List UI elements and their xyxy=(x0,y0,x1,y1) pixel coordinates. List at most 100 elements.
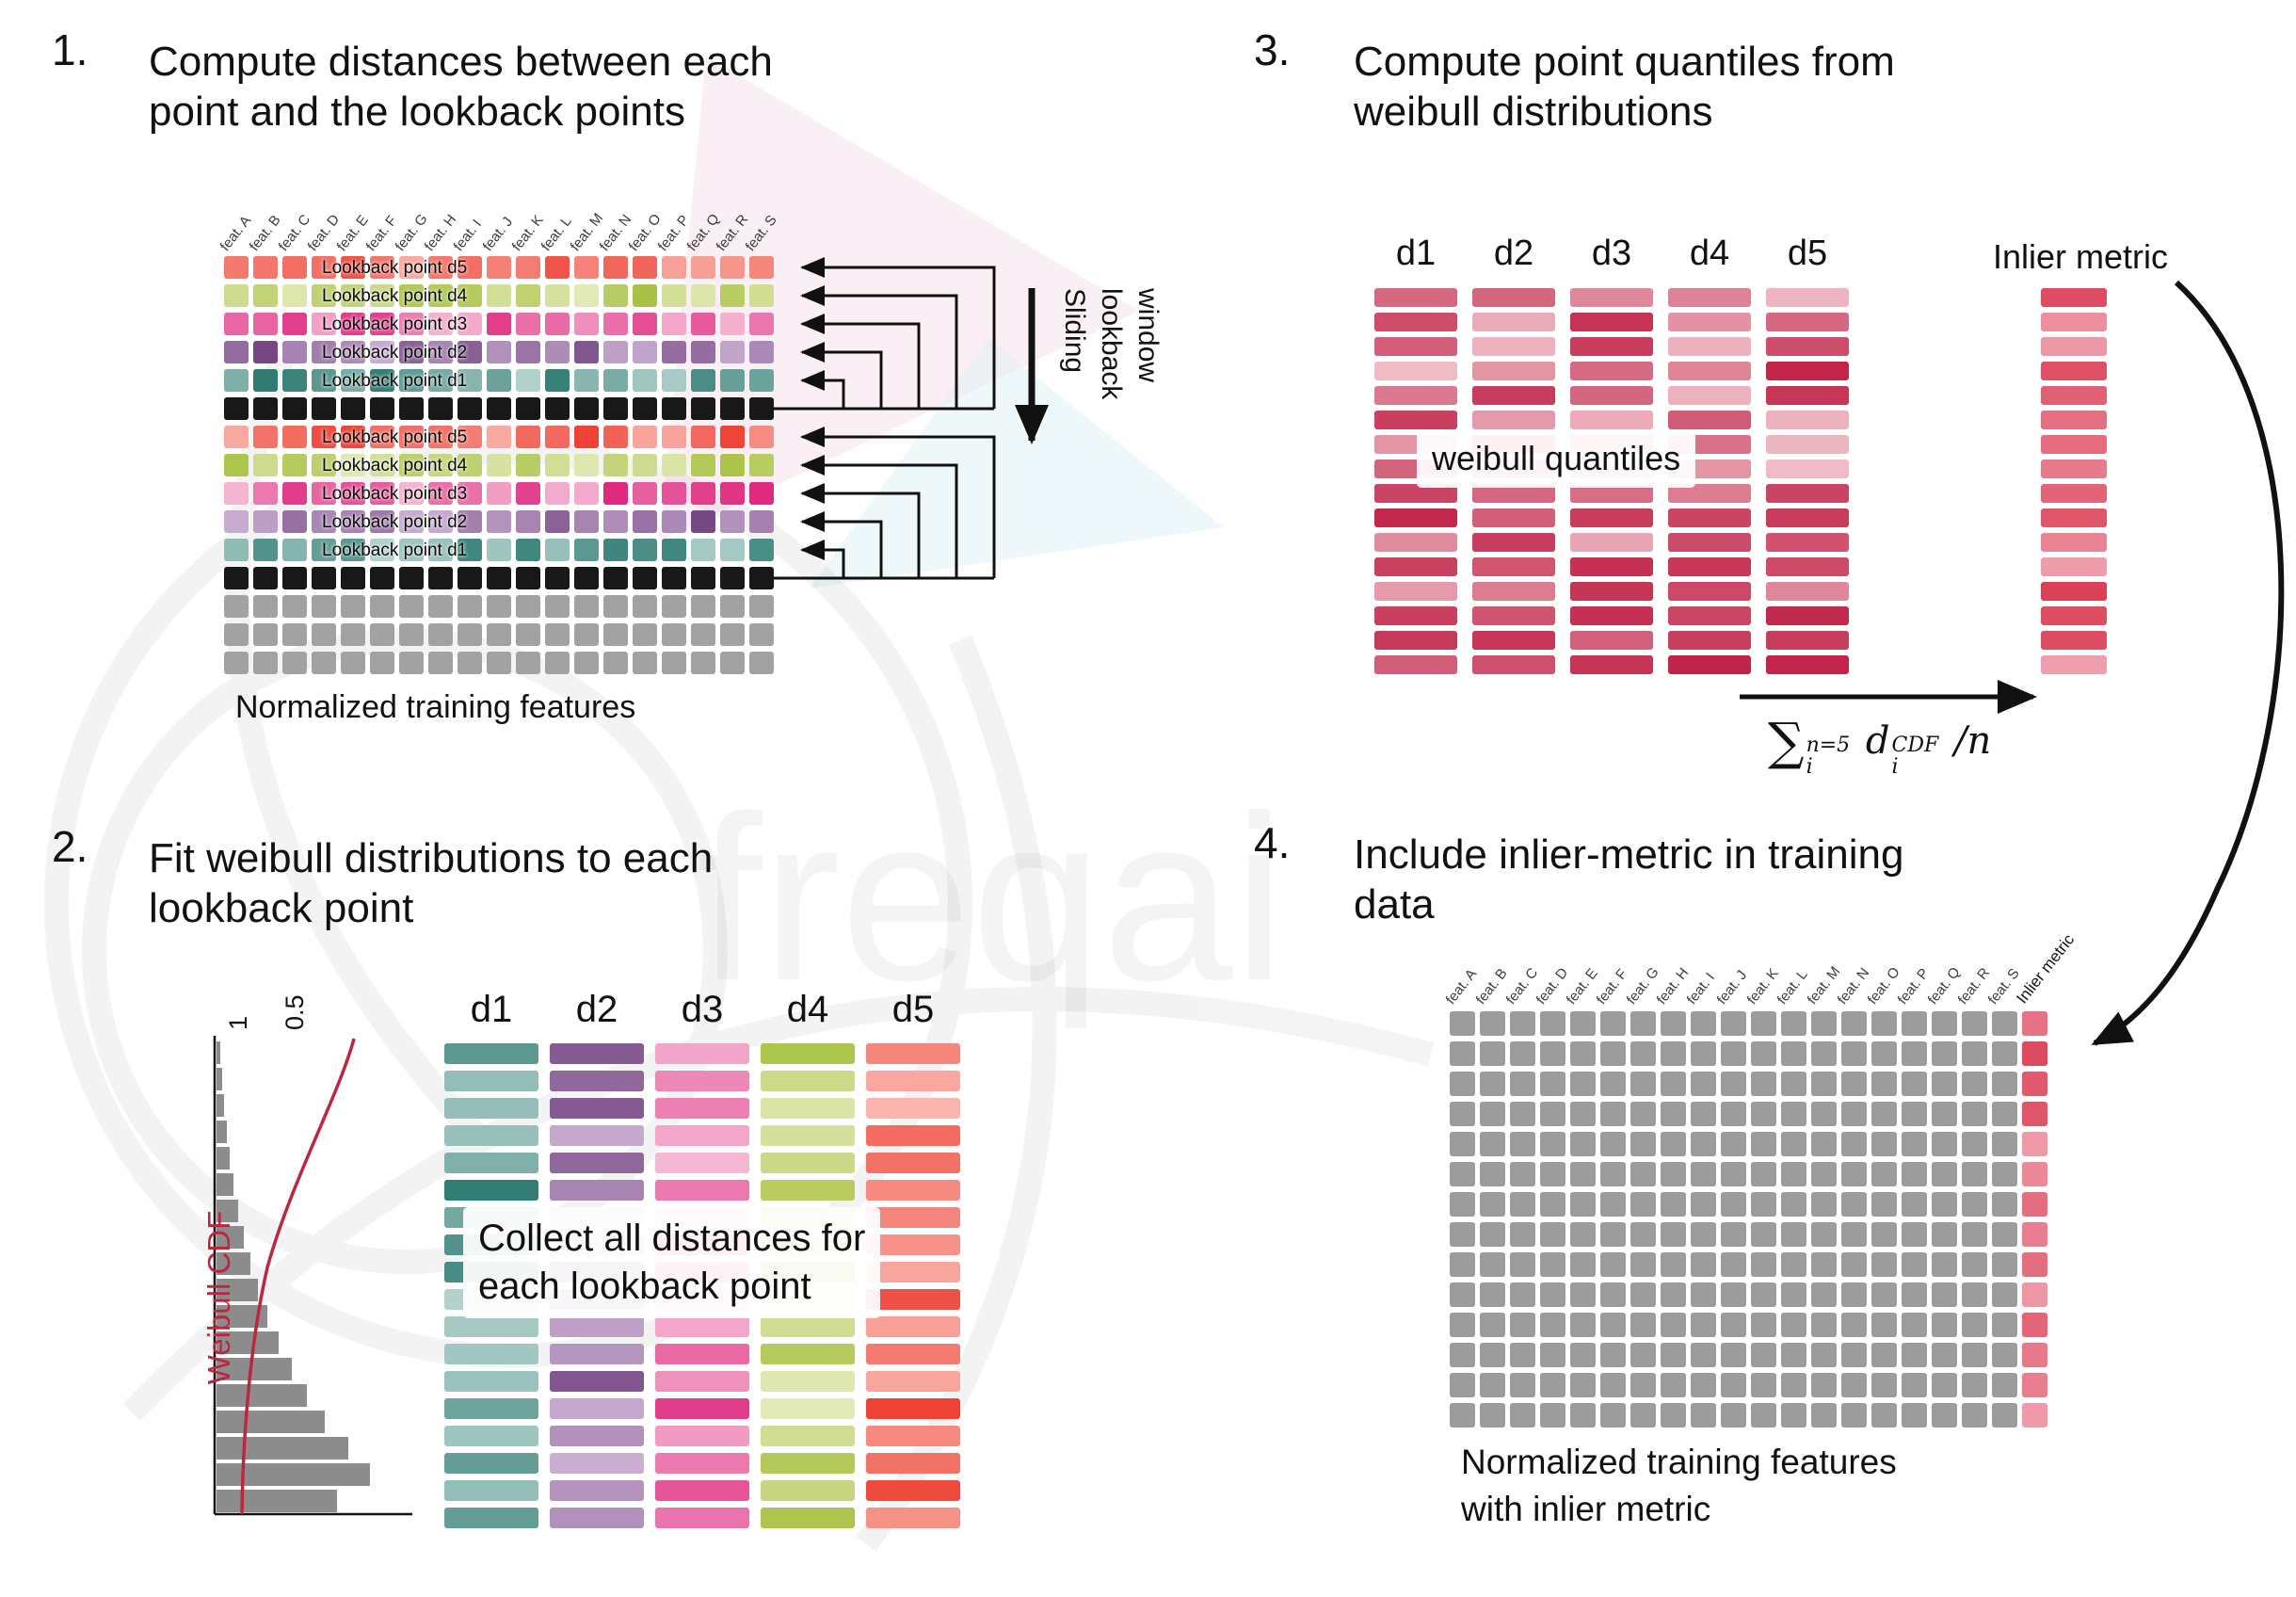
feature-cell xyxy=(1992,1132,2017,1156)
p4-caption: Normalized training features with inlier… xyxy=(1461,1443,1897,1528)
distance-bar xyxy=(1766,631,1849,650)
distance-bar xyxy=(550,1071,644,1091)
feature-cell xyxy=(224,369,249,392)
hist-bar xyxy=(217,1463,370,1486)
step-3-number: 3. xyxy=(1254,25,1291,74)
inlier-cell xyxy=(2022,1222,2047,1247)
column-label: d3 xyxy=(1591,234,1632,273)
feature-cell xyxy=(691,623,715,646)
feature-cell xyxy=(1630,1373,1656,1397)
column-header: feat. C xyxy=(275,211,314,254)
feature-cell xyxy=(312,369,336,392)
feature-cell xyxy=(1691,1252,1716,1277)
feature-cell xyxy=(545,369,570,392)
feature-cell xyxy=(603,595,628,618)
feature-cell xyxy=(341,341,365,363)
distance-bar xyxy=(444,1316,538,1337)
distance-bar xyxy=(761,1071,855,1091)
feature-cell xyxy=(1721,1252,1746,1277)
feature-cell xyxy=(428,313,453,335)
inlier-bar xyxy=(2041,460,2107,478)
collect-distances-overlay: Collect all distances for each lookback … xyxy=(463,1207,881,1319)
feature-cell xyxy=(312,595,336,618)
feature-cell xyxy=(545,341,570,363)
feature-cell xyxy=(1962,1192,1987,1217)
feature-cell xyxy=(749,256,774,279)
feature-cell xyxy=(1721,1343,1746,1367)
distance-bar xyxy=(866,1371,960,1392)
formula-sum-sup: n=5 xyxy=(1806,734,1851,757)
feature-cell xyxy=(662,510,686,533)
distance-bar xyxy=(761,1398,855,1419)
distance-column: d5 xyxy=(866,989,960,1535)
column-header: feat. S xyxy=(1984,965,2023,1008)
distance-bar xyxy=(444,1071,538,1091)
hist-bar xyxy=(217,1200,238,1222)
distance-bar xyxy=(1668,582,1751,601)
feature-cell xyxy=(428,284,453,307)
feature-cell xyxy=(253,482,278,505)
feature-cell xyxy=(574,482,599,505)
feature-cell xyxy=(1781,1313,1806,1337)
feature-cell xyxy=(1600,1313,1626,1337)
feature-cell xyxy=(1841,1192,1867,1217)
distance-bar xyxy=(1472,386,1555,405)
distance-bar xyxy=(1668,631,1751,650)
feature-cell xyxy=(312,397,336,420)
feature-cell xyxy=(1510,1041,1535,1066)
feature-cell xyxy=(691,482,715,505)
column-header: feat. F xyxy=(1593,966,1631,1008)
column-header: Inlier metric xyxy=(2013,930,2079,1008)
inlier-bar xyxy=(2041,582,2107,601)
feature-cell xyxy=(603,426,628,448)
distance-bar xyxy=(1570,337,1653,356)
feature-cell xyxy=(1841,1222,1867,1247)
feature-cell xyxy=(370,482,394,505)
distance-bar xyxy=(550,1371,644,1392)
feature-cell xyxy=(1540,1222,1565,1247)
feature-cell xyxy=(1902,1403,1927,1428)
feature-cell xyxy=(458,313,482,335)
distance-bar xyxy=(1570,508,1653,527)
feature-cell xyxy=(545,284,570,307)
feature-cell xyxy=(370,454,394,476)
feature-cell xyxy=(545,539,570,561)
inlier-cell xyxy=(2022,1132,2047,1156)
feature-cell xyxy=(282,341,307,363)
feature-cell xyxy=(224,567,249,589)
feature-cell xyxy=(1751,1403,1776,1428)
step-2-title: Fit weibull distributions to each lookba… xyxy=(149,835,714,931)
inlier-cell xyxy=(2022,1252,2047,1277)
feature-cell xyxy=(1540,1373,1565,1397)
distance-bar xyxy=(655,1480,749,1501)
feature-cell xyxy=(399,510,424,533)
feature-cell xyxy=(370,313,394,335)
feature-cell xyxy=(1691,1282,1716,1307)
feature-cell xyxy=(224,623,249,646)
column-header: feat. J xyxy=(479,214,517,254)
feature-cell xyxy=(1932,1011,1957,1036)
feature-cell xyxy=(1992,1313,2017,1337)
feature-cell xyxy=(1902,1373,1927,1397)
feature-cell xyxy=(341,539,365,561)
feature-cell xyxy=(1570,1343,1596,1367)
distance-bar xyxy=(444,1180,538,1201)
feature-cell xyxy=(1751,1011,1776,1036)
feature-cell xyxy=(399,567,424,589)
feature-cell xyxy=(1841,1102,1867,1126)
feature-cell xyxy=(1721,1072,1746,1096)
feature-cell xyxy=(1630,1313,1656,1337)
feature-cell xyxy=(1781,1343,1806,1367)
distance-bar xyxy=(1766,484,1849,503)
distance-bar xyxy=(1766,337,1849,356)
feature-cell xyxy=(458,397,482,420)
feature-cell xyxy=(1691,1162,1716,1186)
inlier-bar xyxy=(2041,557,2107,576)
feature-cell xyxy=(1450,1132,1475,1156)
feature-cell xyxy=(1902,1252,1927,1277)
feature-cell xyxy=(749,623,774,646)
distance-bar xyxy=(1374,655,1457,674)
feature-cell xyxy=(574,652,599,674)
feature-cell xyxy=(633,539,657,561)
lookback-row-label: Lookback point d2 xyxy=(322,343,468,363)
